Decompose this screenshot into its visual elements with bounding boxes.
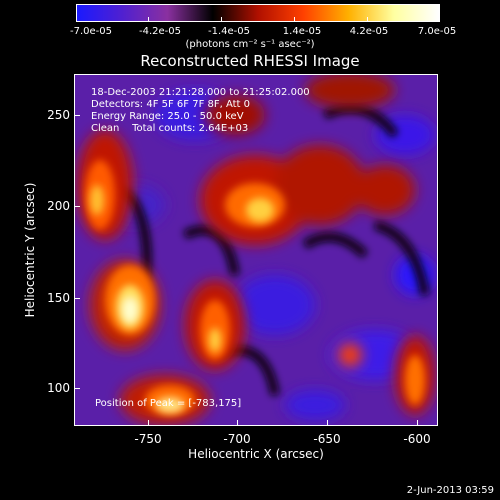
x-axis-tick-label: -750 <box>134 432 162 446</box>
annotation-detectors: Detectors: 4F 5F 6F 7F 8F, Att 0 <box>91 99 251 110</box>
x-axis-tick <box>237 420 238 426</box>
y-axis-tick-label: 100 <box>47 381 70 395</box>
colorbar-tick <box>294 17 295 21</box>
colorbar-tick-label: -4.2e-05 <box>139 26 181 37</box>
colorbar-tick <box>148 17 149 21</box>
annotation-peak: Position of Peak = [-783,175] <box>95 398 242 409</box>
colorbar-tick-label: -1.4e-05 <box>208 26 250 37</box>
y-axis-label: Heliocentric Y (arcsec) <box>23 182 37 318</box>
annotation-time: 18-Dec-2003 21:21:28.000 to 21:25:02.000 <box>91 87 310 98</box>
y-axis-tick-label: 150 <box>47 291 70 305</box>
colorbar <box>76 4 440 22</box>
colorbar-tick-label: 1.4e-05 <box>282 26 322 37</box>
y-axis-tick <box>74 298 80 299</box>
colorbar-tick <box>76 17 77 21</box>
x-axis-tick-label: -700 <box>223 432 251 446</box>
colorbar-tick <box>367 17 368 21</box>
x-axis-tick <box>327 420 328 426</box>
image-map <box>75 75 437 425</box>
plot-title: Reconstructed RHESSI Image <box>140 52 360 70</box>
peak-cores <box>90 185 274 413</box>
x-axis-tick <box>148 420 149 426</box>
x-axis-tick-label: -650 <box>313 432 341 446</box>
y-axis-tick <box>74 388 80 389</box>
plot-timestamp: 2-Jun-2013 03:59 <box>406 485 494 496</box>
colorbar-tick-label: 4.2e-05 <box>349 26 389 37</box>
colorbar-tick <box>439 17 440 21</box>
colorbar-tick-label: -7.0e-05 <box>70 26 112 37</box>
rhessi-image: 18-Dec-2003 21:21:28.000 to 21:25:02.000… <box>74 74 438 426</box>
colorbar-units: (photons cm⁻² s⁻¹ asec⁻²) <box>185 39 315 50</box>
colorbar-tick <box>221 17 222 21</box>
colorbar-tick-label: 7.0e-05 <box>417 26 457 37</box>
annotation-energy: Energy Range: 25.0 - 50.0 keV <box>91 111 244 122</box>
y-axis-tick-label: 250 <box>47 108 70 122</box>
x-axis-label: Heliocentric X (arcsec) <box>188 447 324 461</box>
y-axis-tick-label: 200 <box>47 199 70 213</box>
annotation-counts: Clean Total counts: 2.64E+03 <box>91 123 249 134</box>
x-axis-tick <box>417 420 418 426</box>
x-axis-tick-label: -600 <box>403 432 431 446</box>
y-axis-tick <box>74 206 80 207</box>
y-axis-tick <box>74 115 80 116</box>
